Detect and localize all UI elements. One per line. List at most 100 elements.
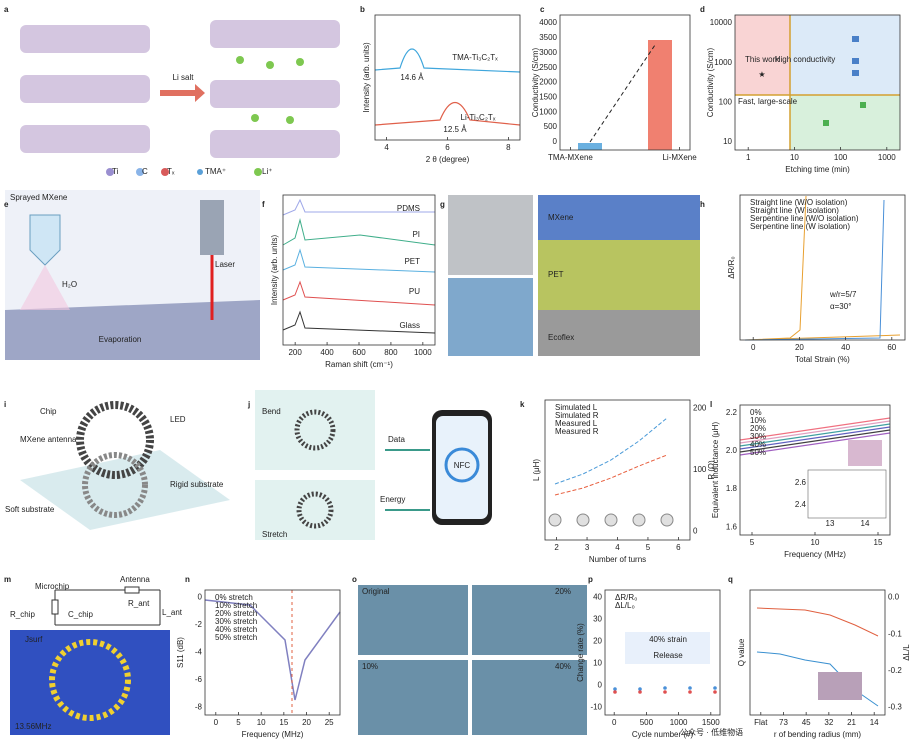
- label: PDMS: [397, 204, 420, 213]
- axis-frame: [739, 194, 906, 341]
- label: Bend: [262, 407, 281, 416]
- photo: [358, 660, 468, 735]
- y-axis-label: ΔL/L: [902, 644, 911, 661]
- panel-letter: l: [710, 400, 712, 409]
- label: L_ant: [162, 608, 183, 617]
- x-tick-label: 45: [802, 718, 811, 727]
- label: R_chip: [10, 610, 35, 619]
- y-tick-label: 0: [553, 137, 558, 146]
- bar: [578, 143, 602, 150]
- antenna: [294, 409, 336, 451]
- y-tick-label: 40: [593, 593, 602, 602]
- label: 2.6: [795, 478, 807, 487]
- sprayer: [29, 214, 61, 266]
- panel-letter: b: [360, 5, 365, 14]
- label: NFC: [454, 461, 471, 470]
- label: Li-Ti₃C₂Tₓ: [461, 113, 496, 122]
- layer: [538, 195, 700, 240]
- label: MXene antenna: [20, 435, 77, 444]
- y-tick-label: -10: [590, 703, 602, 712]
- x-tick-label: 2: [554, 543, 559, 552]
- y-axis-label: Conductivity (S/cm): [531, 47, 540, 117]
- label: w/r=5/7: [829, 290, 857, 299]
- legend-entry: ΔR/R₀: [615, 593, 637, 602]
- antenna: [76, 401, 154, 479]
- label: PI: [412, 230, 420, 239]
- x-tick-label: 10: [811, 538, 820, 547]
- legend-entry: Straight line (W/O isolation): [750, 198, 848, 207]
- label: TMA-Ti₃C₂Tₓ: [452, 53, 498, 62]
- film: [255, 480, 375, 540]
- legend-entry: 50% stretch: [215, 633, 257, 642]
- y-tick-label: 0: [198, 593, 203, 602]
- label: 13.56MHz: [15, 722, 51, 731]
- photo: [448, 278, 533, 356]
- watermark: 公众号 · 低维物语: [680, 727, 743, 737]
- s11-curve: [204, 599, 341, 701]
- panel-letter: h: [700, 200, 705, 209]
- y-tick-label: 10000: [710, 18, 733, 27]
- y-axis-label: Intensity (arb. units): [270, 235, 279, 306]
- label: 10%: [362, 662, 378, 671]
- legend-entry: 20%: [750, 424, 766, 433]
- label: α=30°: [830, 302, 851, 311]
- label: 20%: [555, 587, 571, 596]
- screen: [436, 416, 488, 519]
- label: Li⁺: [262, 167, 272, 176]
- y-axis-label: R (Ω): [707, 460, 716, 480]
- y-tick-label: 0.0: [888, 593, 900, 602]
- x-tick-label: 21: [847, 718, 856, 727]
- y-tick-label: -0.2: [888, 666, 902, 675]
- label: Evaporation: [99, 335, 142, 344]
- label: PU: [409, 287, 420, 296]
- y-axis-label: Equivalent inductance (μH): [711, 422, 720, 519]
- y-tick-label: 1000: [539, 107, 557, 116]
- y-tick-label: -4: [195, 648, 203, 657]
- y-tick-label: 3500: [539, 33, 557, 42]
- label: 12.5 Å: [443, 125, 467, 134]
- x-tick-label: Flat: [754, 718, 768, 727]
- panel-letter: n: [185, 575, 190, 584]
- y-tick-label: 100: [693, 465, 707, 474]
- x-tick-label: 5: [646, 543, 651, 552]
- region: [735, 15, 790, 95]
- y-tick-label: 4000: [539, 18, 557, 27]
- y-tick-label: 30: [593, 615, 602, 624]
- axis-frame: [204, 589, 341, 716]
- legend-entry: Serpentine line (W/O isolation): [750, 214, 859, 223]
- legend-entry: 50%: [750, 448, 766, 457]
- label: Data: [388, 435, 405, 444]
- curve: [554, 417, 668, 485]
- x-tick-label: 3: [585, 543, 590, 552]
- curve: [554, 454, 668, 496]
- label: Stretch: [262, 530, 287, 539]
- legend-entry: Measured R: [555, 427, 599, 436]
- inset-photo: [848, 440, 882, 466]
- x-tick-label: 73: [779, 718, 788, 727]
- layer: [538, 240, 700, 310]
- antenna: [49, 639, 131, 721]
- y-tick-label: 0: [598, 681, 603, 690]
- label: Laser: [215, 260, 235, 269]
- x-tick-label: 600: [352, 348, 366, 357]
- region: [790, 95, 900, 150]
- panel-letter: j: [247, 400, 250, 409]
- label: 2.4: [795, 500, 807, 509]
- bar: [648, 40, 672, 150]
- photo: [472, 660, 587, 735]
- panel-letter: d: [700, 5, 705, 14]
- y-tick-label: 2.2: [726, 408, 738, 417]
- inset: [807, 469, 887, 519]
- y-axis-label: Conductivity (S/cm): [706, 47, 715, 117]
- xrd-curve: [374, 48, 521, 73]
- y-tick-label: 20: [593, 637, 602, 646]
- x-tick-label: 800: [384, 348, 398, 357]
- label: LED: [170, 415, 186, 424]
- label: Energy: [380, 495, 405, 504]
- x-tick-label: 0: [612, 718, 617, 727]
- resistor: [51, 599, 59, 615]
- points: [613, 686, 717, 691]
- x-tick-label: 500: [640, 718, 654, 727]
- label: Sprayed MXene: [10, 193, 68, 202]
